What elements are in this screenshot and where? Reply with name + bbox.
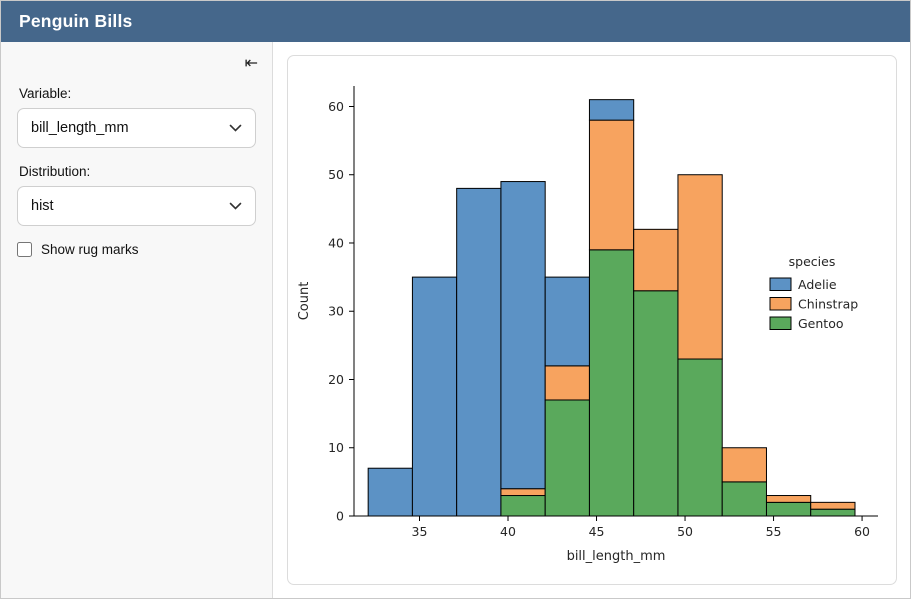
app-title: Penguin Bills — [19, 11, 133, 31]
variable-select-value: bill_length_mm — [31, 120, 129, 136]
svg-text:60: 60 — [328, 99, 344, 114]
svg-text:40: 40 — [328, 235, 344, 250]
svg-text:30: 30 — [328, 304, 344, 319]
svg-text:species: species — [789, 254, 836, 269]
svg-text:60: 60 — [854, 524, 870, 539]
app-header: Penguin Bills — [1, 1, 910, 42]
svg-text:10: 10 — [328, 440, 344, 455]
svg-text:bill_length_mm: bill_length_mm — [567, 549, 666, 564]
svg-text:0: 0 — [336, 509, 344, 524]
svg-text:20: 20 — [328, 372, 344, 387]
distribution-select-value: hist — [31, 198, 54, 214]
svg-text:40: 40 — [500, 524, 516, 539]
main-panel: 35 40 45 50 55 60 0 10 20 30 40 50 60 bill_length_mm C… — [274, 42, 910, 598]
svg-text:Count: Count — [297, 282, 312, 321]
variable-label: Variable: — [19, 86, 72, 101]
svg-text:50: 50 — [328, 167, 344, 182]
svg-text:55: 55 — [766, 524, 782, 539]
distribution-label: Distribution: — [19, 164, 91, 179]
svg-text:50: 50 — [677, 524, 693, 539]
sidebar: ⇤ Variable: bill_length_mm Distribution:… — [1, 42, 273, 598]
distribution-select[interactable]: hist — [17, 186, 256, 226]
chevron-down-icon — [229, 202, 242, 211]
rug-checkbox[interactable] — [17, 242, 32, 257]
histogram-chart: 35 40 45 50 55 60 0 10 20 30 40 50 60 bill_length_mm C… — [292, 58, 892, 582]
sidebar-collapse-icon[interactable]: ⇤ — [244, 55, 258, 72]
svg-text:45: 45 — [589, 524, 605, 539]
svg-text:Adelie: Adelie — [798, 277, 837, 292]
svg-text:Gentoo: Gentoo — [798, 316, 844, 331]
variable-select[interactable]: bill_length_mm — [17, 108, 256, 148]
svg-text:35: 35 — [412, 524, 428, 539]
plot-card: 35 40 45 50 55 60 0 10 20 30 40 50 60 bill_length_mm C… — [287, 55, 897, 585]
chevron-down-icon — [229, 124, 242, 133]
rug-checkbox-label: Show rug marks — [41, 242, 139, 257]
svg-text:Chinstrap: Chinstrap — [798, 297, 858, 312]
